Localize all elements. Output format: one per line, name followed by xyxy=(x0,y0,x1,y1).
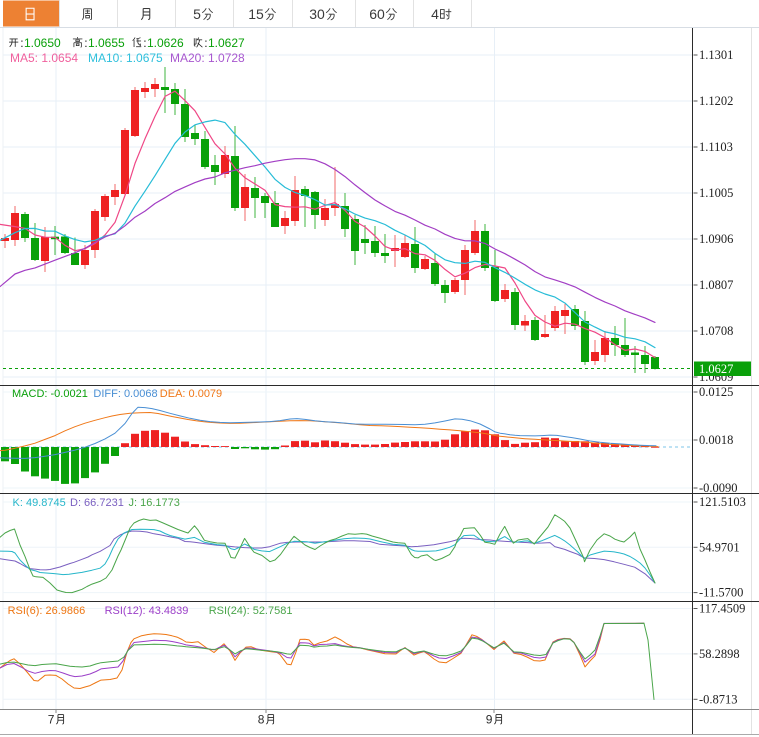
svg-text:121.5103: 121.5103 xyxy=(699,495,746,509)
svg-text:117.4509: 117.4509 xyxy=(699,602,745,616)
svg-text:RSI(24): 52.7581: RSI(24): 52.7581 xyxy=(209,605,293,617)
svg-text:-0.8713: -0.8713 xyxy=(699,692,738,706)
svg-text:54.9701: 54.9701 xyxy=(699,540,740,554)
svg-text:1.0626: 1.0626 xyxy=(147,36,184,50)
svg-text:60: 60 xyxy=(369,6,385,22)
svg-text:J: 16.1773: J: 16.1773 xyxy=(129,497,180,509)
svg-text::: : xyxy=(20,36,23,50)
svg-text::: : xyxy=(143,36,146,50)
svg-text:DEA: 0.0079: DEA: 0.0079 xyxy=(160,388,222,400)
svg-text:MA20: 1.0728: MA20: 1.0728 xyxy=(170,51,245,65)
svg-text:7: 7 xyxy=(48,713,55,727)
svg-text:1.1103: 1.1103 xyxy=(699,140,733,154)
svg-text::: : xyxy=(204,36,207,50)
svg-text:-11.5700: -11.5700 xyxy=(699,586,743,600)
svg-text:K: 49.8745: K: 49.8745 xyxy=(13,497,66,509)
svg-text:0.0125: 0.0125 xyxy=(699,385,733,399)
svg-text:1.0627: 1.0627 xyxy=(208,36,245,50)
svg-text:1.1301: 1.1301 xyxy=(699,48,733,62)
svg-text:9: 9 xyxy=(486,713,493,727)
svg-text:1.0807: 1.0807 xyxy=(699,278,733,292)
svg-text:30: 30 xyxy=(309,6,325,22)
svg-text::: : xyxy=(84,36,87,50)
svg-text:1.0708: 1.0708 xyxy=(699,324,733,338)
svg-text:MA5: 1.0654: MA5: 1.0654 xyxy=(10,51,78,65)
svg-text:D: 66.7231: D: 66.7231 xyxy=(70,497,124,509)
svg-text:MA10: 1.0675: MA10: 1.0675 xyxy=(88,51,163,65)
svg-text:MACD: -0.0021: MACD: -0.0021 xyxy=(12,388,88,400)
svg-text:4: 4 xyxy=(431,6,439,22)
svg-text:1.0627: 1.0627 xyxy=(699,362,733,376)
svg-text:0.0018: 0.0018 xyxy=(699,433,733,447)
svg-text:DIFF: 0.0068: DIFF: 0.0068 xyxy=(93,388,157,400)
svg-text:RSI(6): 26.9866: RSI(6): 26.9866 xyxy=(8,605,86,617)
svg-text:1.0906: 1.0906 xyxy=(699,232,733,246)
svg-text:15: 15 xyxy=(248,6,264,22)
svg-text:58.2898: 58.2898 xyxy=(699,647,740,661)
svg-text:RSI(12): 43.4839: RSI(12): 43.4839 xyxy=(105,605,189,617)
svg-text:1.0650: 1.0650 xyxy=(24,36,61,50)
svg-text:1.1005: 1.1005 xyxy=(699,186,733,200)
svg-text:1.1202: 1.1202 xyxy=(699,94,733,108)
svg-text:-0.0090: -0.0090 xyxy=(699,481,738,495)
svg-text:8: 8 xyxy=(258,713,265,727)
svg-text:1.0655: 1.0655 xyxy=(88,36,125,50)
svg-text:5: 5 xyxy=(193,6,201,22)
